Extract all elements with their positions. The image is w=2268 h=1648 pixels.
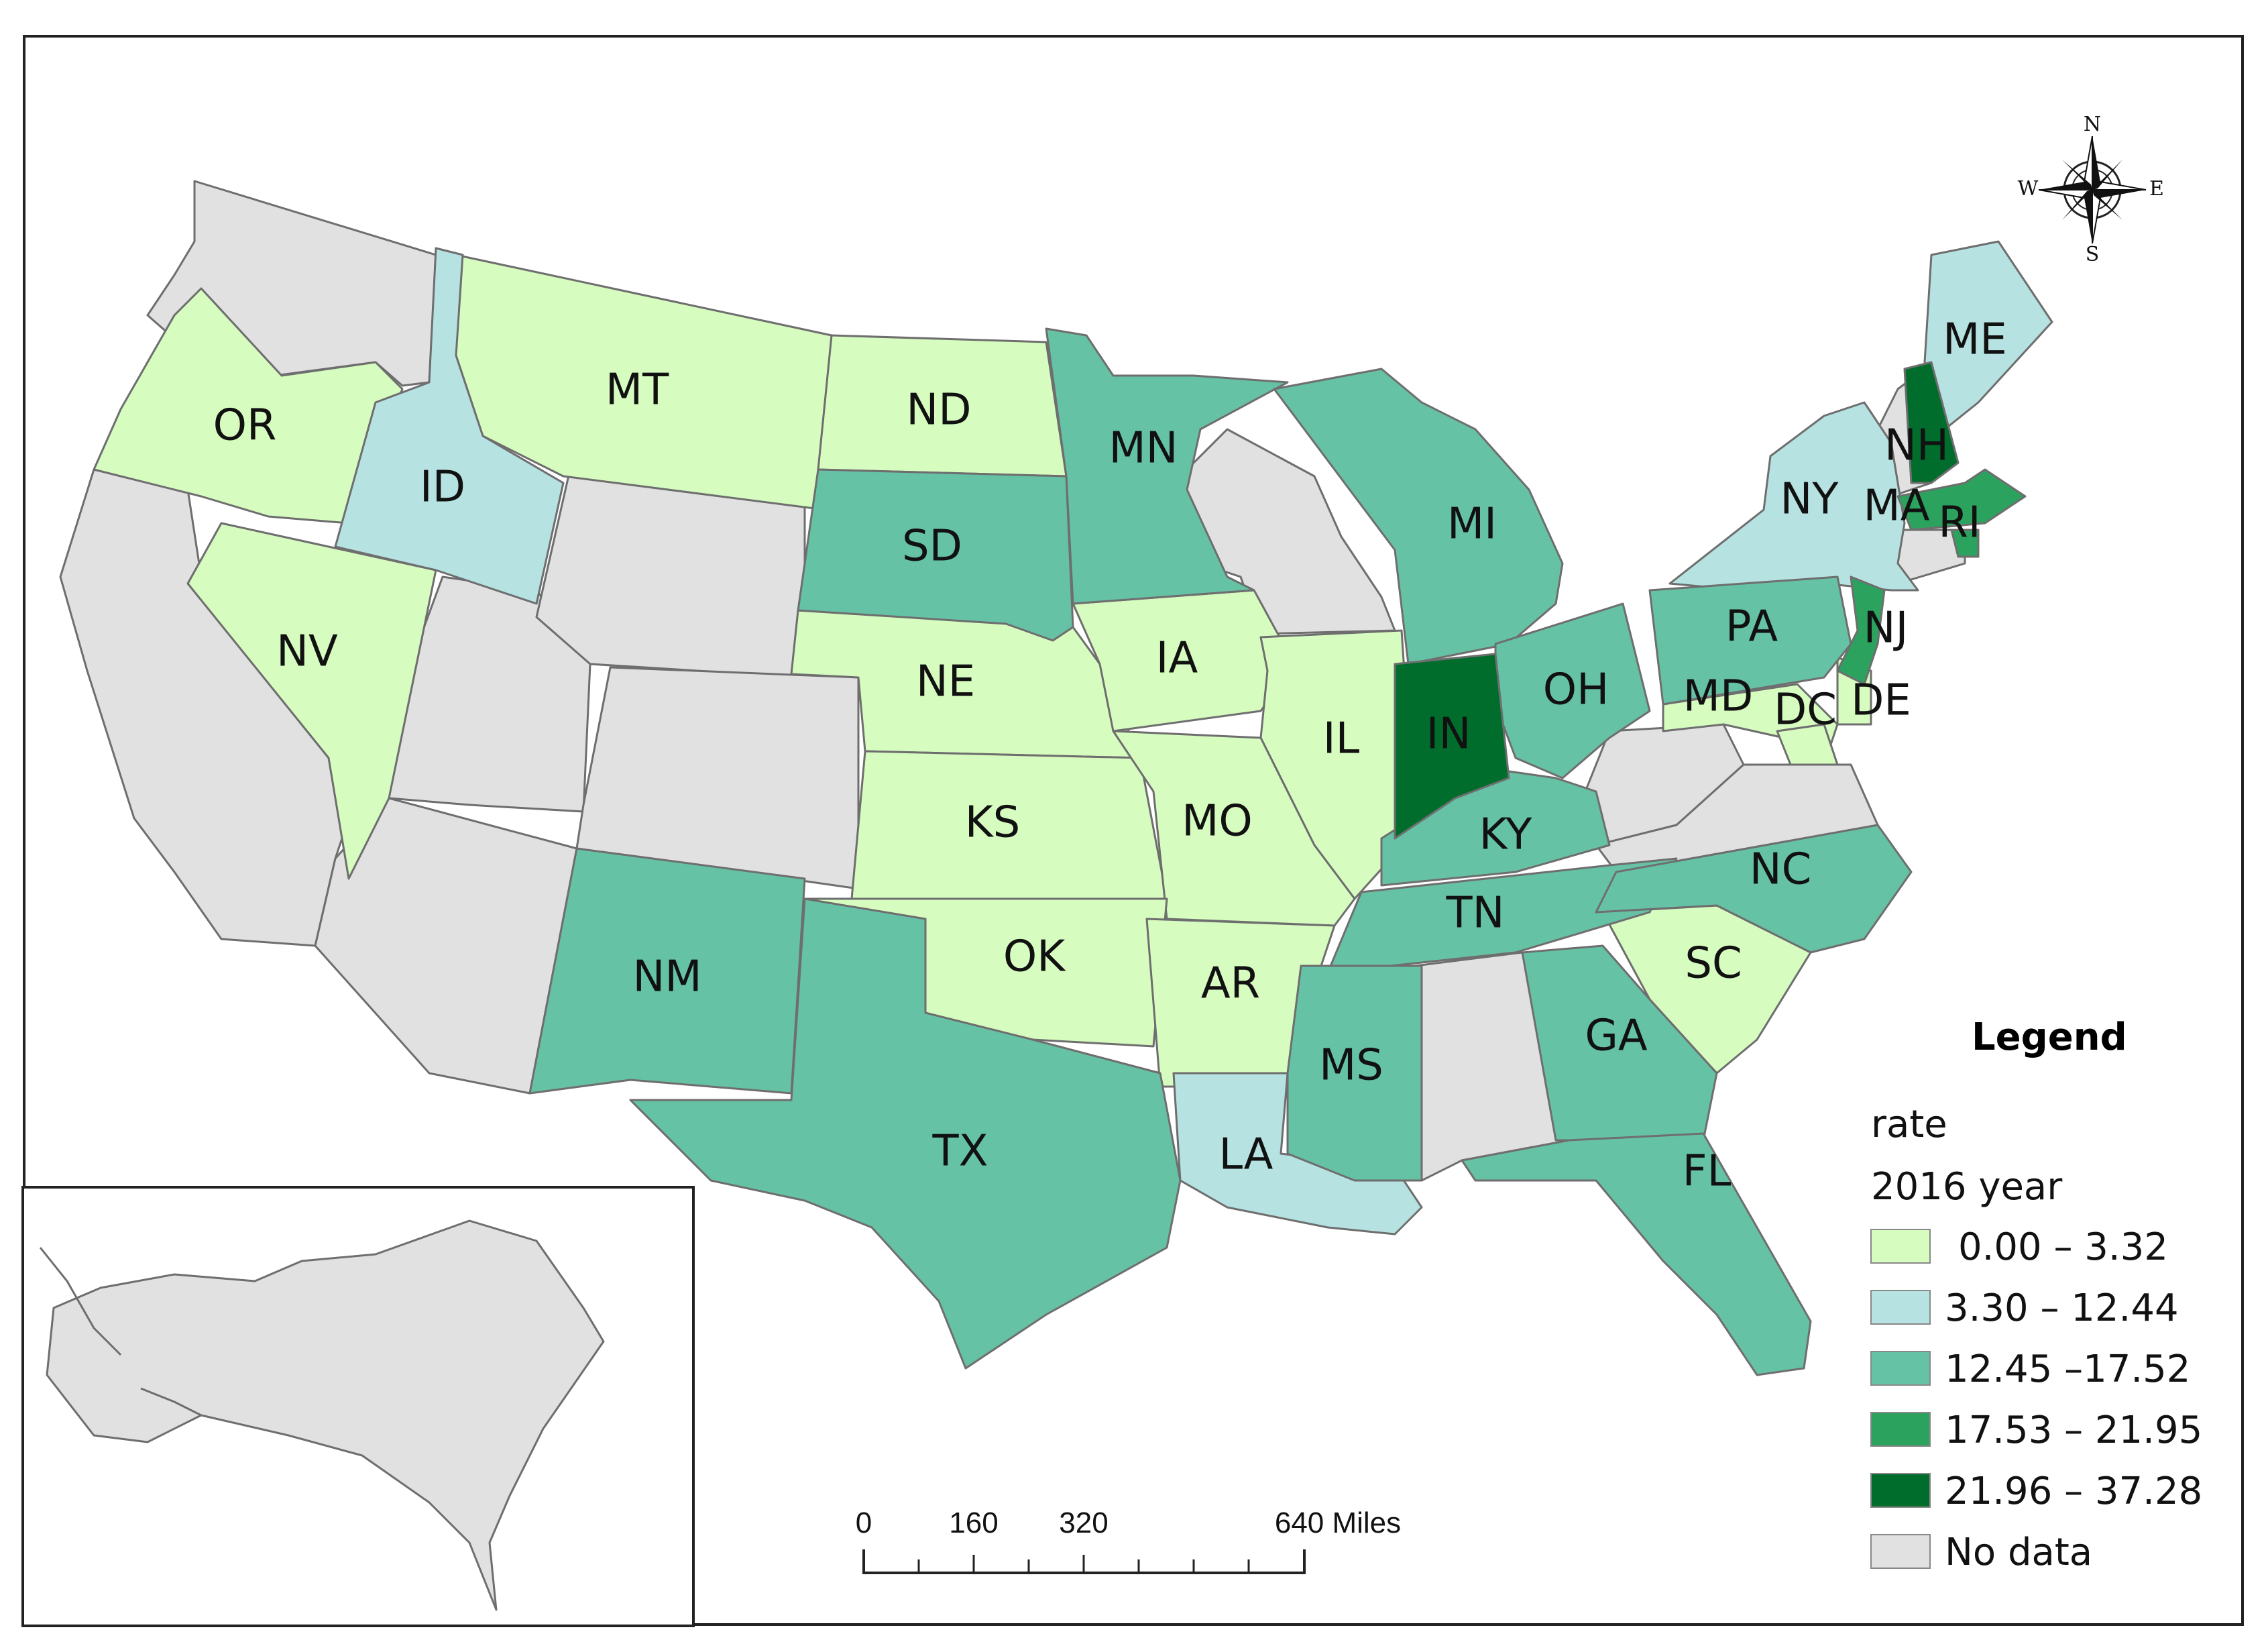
legend-year: 2016 year xyxy=(1871,1165,2063,1209)
label-KS: KS xyxy=(965,798,1021,848)
label-OK: OK xyxy=(1003,932,1066,982)
label-SC: SC xyxy=(1685,939,1742,989)
label-KY: KY xyxy=(1479,810,1533,860)
label-IA: IA xyxy=(1156,634,1198,683)
legend-label-nodata: No data xyxy=(1945,1531,2092,1574)
label-IN: IN xyxy=(1426,710,1471,759)
label-DC: DC xyxy=(1774,685,1837,735)
compass-rose-icon: N S E W xyxy=(2018,113,2164,266)
label-IL: IL xyxy=(1323,714,1360,764)
label-NV: NV xyxy=(276,627,338,677)
label-ME: ME xyxy=(1943,315,2007,365)
label-ID: ID xyxy=(420,463,465,512)
state-GA xyxy=(1521,944,1718,1142)
legend-swatch-1 xyxy=(1870,1229,1931,1264)
legend-label-1: 0.00 – 3.32 xyxy=(1958,1225,2168,1269)
label-MN: MN xyxy=(1109,424,1178,474)
compass-n: N xyxy=(2084,113,2101,136)
state-RI xyxy=(1950,529,1980,558)
class-3-states xyxy=(528,327,1913,1376)
state-DC xyxy=(1776,723,1839,766)
aleutian-islands xyxy=(39,1247,202,1417)
scale-bar: 0 160 320 640 Miles xyxy=(856,1506,1401,1574)
legend-field: rate xyxy=(1871,1103,1947,1146)
label-NM: NM xyxy=(632,952,701,1002)
state-MI xyxy=(1273,368,1564,665)
state-AK xyxy=(46,1219,605,1611)
label-MS: MS xyxy=(1319,1041,1383,1091)
label-NJ: NJ xyxy=(1864,604,1909,653)
label-MO: MO xyxy=(1182,797,1253,846)
label-MA: MA xyxy=(1864,482,1930,531)
state-MS xyxy=(1286,965,1423,1182)
class-5-states xyxy=(1394,361,1960,840)
state-ME xyxy=(1923,240,2053,431)
label-OH: OH xyxy=(1543,665,1609,715)
label-TX: TX xyxy=(932,1127,988,1176)
label-MT: MT xyxy=(606,366,669,415)
label-GA: GA xyxy=(1585,1011,1648,1061)
label-NY: NY xyxy=(1780,475,1839,525)
label-RI: RI xyxy=(1938,498,1980,548)
class-4-states xyxy=(1836,468,2027,685)
legend-label-3: 12.45 –17.52 xyxy=(1945,1348,2190,1391)
state-NH xyxy=(1903,361,1960,484)
label-NE: NE xyxy=(916,657,975,707)
label-ND: ND xyxy=(906,386,971,435)
compass-s: S xyxy=(2086,243,2100,266)
state-NC xyxy=(1595,824,1913,954)
legend: Legend rate 2016 year 0.00 – 3.32 3.30 –… xyxy=(1870,1015,2202,1574)
class-1-states xyxy=(93,254,1872,1088)
label-OR: OR xyxy=(213,401,277,451)
legend-label-5: 21.96 – 37.28 xyxy=(1945,1470,2202,1513)
state-MO xyxy=(1112,730,1356,927)
label-AR: AR xyxy=(1201,959,1260,1009)
label-TN: TN xyxy=(1446,889,1505,938)
compass-w: W xyxy=(2018,177,2039,201)
label-FL: FL xyxy=(1683,1147,1732,1197)
label-NC: NC xyxy=(1750,845,1812,895)
state-FL xyxy=(1461,1132,1812,1376)
label-SD: SD xyxy=(902,522,962,571)
legend-title: Legend xyxy=(1972,1015,2127,1059)
state-PA xyxy=(1648,575,1852,706)
state-NJ xyxy=(1836,575,1886,685)
alaska-inset xyxy=(21,1186,695,1627)
state-ID xyxy=(334,247,565,605)
class-2-states xyxy=(334,240,2053,1235)
state-NM xyxy=(528,847,806,1095)
legend-swatch-nodata xyxy=(1870,1534,1931,1569)
state-TX xyxy=(629,897,1182,1370)
legend-swatch-5 xyxy=(1870,1473,1931,1508)
scale-label-640: 640 Miles xyxy=(1275,1506,1401,1539)
label-PA: PA xyxy=(1725,602,1778,652)
state-MA xyxy=(1896,468,2027,531)
legend-swatch-2 xyxy=(1870,1290,1931,1325)
scale-label-0: 0 xyxy=(856,1506,872,1539)
scale-label-160: 160 xyxy=(949,1506,998,1539)
label-DE: DE xyxy=(1851,676,1911,726)
state-IN xyxy=(1394,653,1510,840)
legend-label-2: 3.30 – 12.44 xyxy=(1945,1286,2179,1330)
state-SD xyxy=(797,468,1074,642)
state-labels: OR ID MT ND MN SD NV NE IA MI IL IN OH K… xyxy=(213,315,2007,1197)
label-NH: NH xyxy=(1884,421,1949,471)
label-LA: LA xyxy=(1219,1130,1273,1180)
scale-label-320: 320 xyxy=(1059,1506,1108,1539)
state-LA xyxy=(1172,1072,1423,1235)
state-OR xyxy=(93,287,404,525)
compass-e: E xyxy=(2149,177,2164,201)
legend-swatch-3 xyxy=(1870,1351,1931,1386)
legend-label-4: 17.53 – 21.95 xyxy=(1945,1409,2202,1452)
legend-swatch-4 xyxy=(1870,1412,1931,1447)
label-MI: MI xyxy=(1447,500,1497,549)
label-MD: MD xyxy=(1683,672,1754,722)
